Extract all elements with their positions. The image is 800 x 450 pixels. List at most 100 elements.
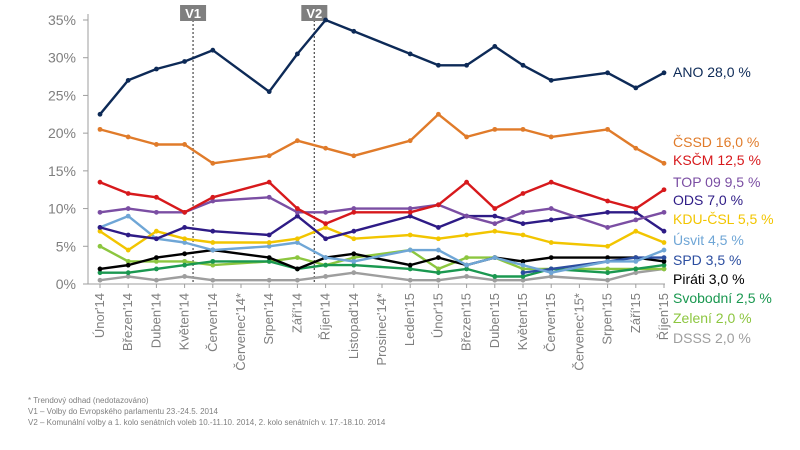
x-tick-label: Červen'15 <box>543 293 558 352</box>
data-point-ods <box>605 209 610 215</box>
legend-kscm: KSČM 12,5 % <box>673 152 761 168</box>
series-line-usvit <box>99 214 665 274</box>
data-point-ano <box>182 59 188 64</box>
data-point-kscm <box>407 209 413 215</box>
x-tick-label: Duben'15 <box>487 293 502 348</box>
footnote-v2: V2 – Komunální volby a 1. kolo senátních… <box>28 418 386 427</box>
data-point-pirati <box>661 258 667 264</box>
legend-pirati: Piráti 3,0 % <box>673 271 745 287</box>
data-point-kdu-csl <box>633 228 639 234</box>
data-point-cssd <box>266 153 272 159</box>
legend-cssd: ČSSD 16,0 % <box>673 134 759 150</box>
data-point-dsss <box>351 270 357 276</box>
data-point-zeleni <box>605 266 610 272</box>
data-point-kscm <box>351 209 357 215</box>
data-point-ods <box>266 232 272 238</box>
data-point-ods <box>154 236 159 242</box>
data-point-svobodni <box>351 262 357 268</box>
data-point-ano <box>266 89 272 95</box>
data-point-ods <box>210 228 216 234</box>
data-point-cssd <box>295 138 300 144</box>
data-point-dsss <box>295 277 300 283</box>
data-point-dsss <box>266 277 272 283</box>
data-point-kdu-csl <box>520 232 526 238</box>
data-point-ano <box>407 51 413 57</box>
data-point-kdu-csl <box>548 240 554 245</box>
data-point-usvit <box>605 258 610 264</box>
x-tick-label: Květen'14 <box>177 293 192 350</box>
election-marker-label: V1 <box>185 6 201 21</box>
data-point-kscm <box>182 209 188 215</box>
data-point-ano <box>436 62 441 68</box>
data-point-ano <box>661 70 667 76</box>
data-point-svobodni <box>436 270 441 276</box>
data-point-zeleni <box>436 266 441 272</box>
data-point-pirati <box>154 255 159 260</box>
election-markers: V1 V2 <box>180 5 328 284</box>
data-point-kscm <box>633 206 639 211</box>
data-point-kscm <box>492 206 498 211</box>
data-point-top-09 <box>492 221 498 227</box>
data-point-pirati <box>182 251 188 257</box>
data-point-kdu-csl <box>154 228 159 234</box>
data-point-spd <box>633 255 639 260</box>
data-point-zeleni <box>351 255 357 260</box>
data-point-dsss <box>633 270 639 276</box>
data-point-dsss <box>605 277 610 283</box>
data-point-kdu-csl <box>661 240 667 245</box>
data-point-usvit <box>548 270 554 276</box>
data-point-svobodni <box>182 262 188 268</box>
x-tick-label: Červenec'14* <box>233 293 248 371</box>
data-point-top-09 <box>661 209 667 215</box>
legend-spd: SPD 3,5 % <box>673 252 741 268</box>
data-point-ano <box>125 77 131 83</box>
data-point-usvit <box>295 240 300 245</box>
x-tick-label: Srpen'14 <box>261 293 276 345</box>
x-tick-label: Srpen'15 <box>600 293 615 345</box>
legend: ANO 28,0 % ČSSD 16,0 % KSČM 12,5 % TOP 09 9… <box>673 64 774 346</box>
data-point-svobodni <box>407 266 413 272</box>
data-point-usvit <box>125 213 131 219</box>
data-point-cssd <box>548 134 554 140</box>
data-point-kscm <box>125 191 131 196</box>
data-point-dsss <box>323 274 328 279</box>
data-point-top-09 <box>154 209 159 215</box>
data-point-svobodni <box>210 258 216 264</box>
x-tick-label: Září'15 <box>628 293 643 333</box>
legend-kdu-csl: KDU-ČSL 5,5 % <box>673 211 774 227</box>
data-point-svobodni <box>633 266 639 272</box>
data-point-zeleni <box>97 243 103 249</box>
data-point-usvit <box>633 258 639 264</box>
data-point-kscm <box>210 194 216 200</box>
data-point-dsss <box>436 277 441 283</box>
data-point-usvit <box>323 255 328 260</box>
y-tick-label: 0% <box>56 276 76 292</box>
data-point-usvit <box>436 247 441 253</box>
data-point-ods <box>661 228 667 234</box>
x-tick-label: Únor'15 <box>430 293 445 338</box>
data-point-cssd <box>154 142 159 147</box>
x-tick-label: Březen'14 <box>120 293 135 351</box>
data-point-top-09 <box>351 206 357 211</box>
series-line-kdu-csl <box>99 226 665 252</box>
legend-svobodni: Svobodní 2,5 % <box>673 290 772 306</box>
data-point-usvit <box>210 247 216 253</box>
data-point-ano <box>548 77 554 83</box>
data-point-kscm <box>266 179 272 185</box>
legend-ano: ANO 28,0 % <box>673 64 751 80</box>
data-point-kscm <box>323 221 328 227</box>
footnote-trend: * Trendový odhad (nedotazováno) <box>28 396 149 405</box>
legend-usvit: Úsvit 4,5 % <box>673 232 744 248</box>
data-point-svobodni <box>661 262 667 268</box>
data-point-kdu-csl <box>266 240 272 245</box>
data-point-kdu-csl <box>182 236 188 242</box>
data-point-kdu-csl <box>492 228 498 234</box>
data-point-svobodni <box>323 262 328 268</box>
data-point-zeleni <box>182 258 188 264</box>
line-chart: 0% 5% 10% 15% 20% 25% 30% 35% Únor'14 Březen'14 D… <box>48 5 774 371</box>
data-point-top-09 <box>323 209 328 215</box>
data-point-dsss <box>154 277 159 283</box>
data-point-pirati <box>295 266 300 272</box>
data-point-kscm <box>97 179 103 185</box>
legend-dsss: DSSS 2,0 % <box>673 330 751 346</box>
